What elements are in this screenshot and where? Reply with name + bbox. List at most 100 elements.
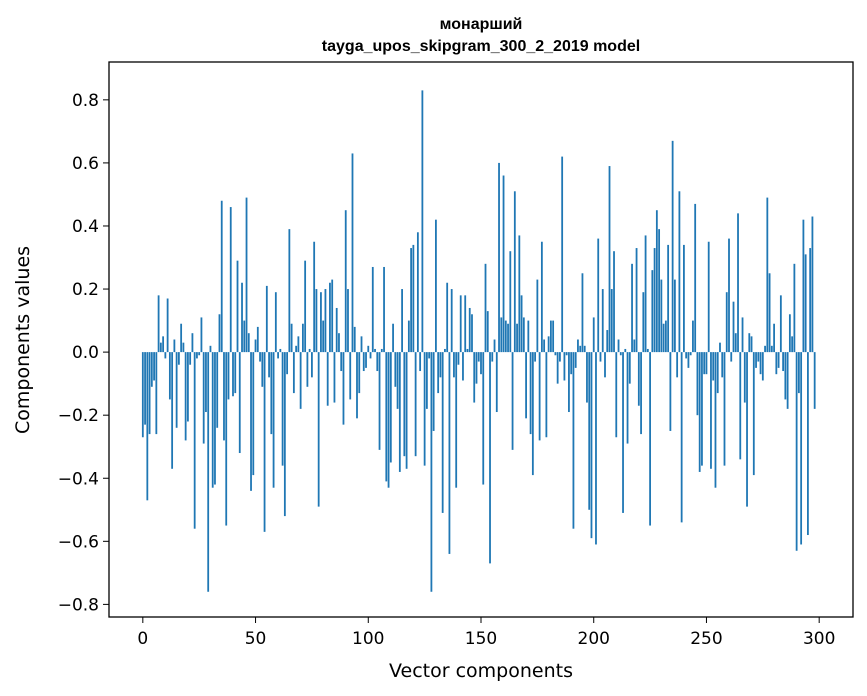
bar-135 xyxy=(446,282,449,353)
bar-284 xyxy=(782,352,785,372)
bar-2 xyxy=(146,352,149,501)
chart-subtitle: tayga_upos_skipgram_300_2_2019 model xyxy=(322,38,640,55)
bar-160 xyxy=(502,175,505,353)
bar-170 xyxy=(525,352,527,419)
bar-5 xyxy=(153,352,155,381)
bar-112 xyxy=(394,352,397,387)
bar-32 xyxy=(214,352,216,485)
bar-270 xyxy=(750,336,753,353)
bar-103 xyxy=(374,348,376,353)
bar-217 xyxy=(631,263,633,353)
bar-287 xyxy=(788,314,791,353)
bar-200 xyxy=(592,317,595,353)
bar-136 xyxy=(448,352,451,554)
bar-274 xyxy=(759,352,762,375)
bar-30 xyxy=(209,345,212,353)
bar-163 xyxy=(509,251,512,353)
bar-122 xyxy=(416,232,419,353)
bar-108 xyxy=(385,352,388,482)
bar-29 xyxy=(207,352,210,592)
y-tick-label: 0.8 xyxy=(72,91,99,111)
bar-285 xyxy=(784,352,787,400)
y-tick-label: 0.2 xyxy=(72,280,99,300)
bar-239 xyxy=(680,352,683,523)
bar-148 xyxy=(475,352,478,384)
x-tick-label: 300 xyxy=(803,629,835,649)
bar-225 xyxy=(649,352,651,526)
bar-292 xyxy=(800,352,803,545)
bar-144 xyxy=(466,348,469,353)
bar-38 xyxy=(227,352,230,400)
bar-145 xyxy=(468,307,471,353)
bar-21 xyxy=(189,352,192,365)
bar-6 xyxy=(155,352,158,435)
bar-65 xyxy=(288,229,291,353)
bar-63 xyxy=(283,352,286,517)
bar-293 xyxy=(802,219,805,353)
bar-141 xyxy=(459,295,462,353)
bar-194 xyxy=(579,345,582,353)
bar-128 xyxy=(430,352,433,592)
bar-33 xyxy=(216,352,219,428)
bar-190 xyxy=(570,352,573,375)
bar-277 xyxy=(766,197,769,353)
bar-96 xyxy=(358,352,361,394)
y-tick-label: 0.4 xyxy=(72,217,99,237)
bar-206 xyxy=(606,330,609,353)
bar-98 xyxy=(362,352,365,372)
bar-107 xyxy=(383,266,385,353)
bar-245 xyxy=(694,203,697,353)
bar-177 xyxy=(540,241,543,353)
bar-83 xyxy=(329,282,331,353)
bar-224 xyxy=(646,348,649,353)
bar-175 xyxy=(536,279,539,353)
bar-221 xyxy=(640,352,642,435)
bar-123 xyxy=(419,352,422,372)
bar-140 xyxy=(457,352,460,365)
bar-15 xyxy=(175,352,178,428)
x-tick-label: 100 xyxy=(352,629,384,649)
bar-45 xyxy=(243,320,246,353)
bar-249 xyxy=(703,352,706,375)
bar-280 xyxy=(773,323,775,353)
bar-99 xyxy=(365,352,367,368)
bar-261 xyxy=(730,352,733,362)
bar-282 xyxy=(777,352,780,368)
bar-152 xyxy=(484,263,487,353)
bar-14 xyxy=(173,339,176,353)
bar-26 xyxy=(200,317,203,353)
bar-73 xyxy=(306,352,309,387)
bar-85 xyxy=(333,352,336,403)
bar-207 xyxy=(608,166,611,353)
bar-179 xyxy=(545,352,548,438)
bar-218 xyxy=(633,339,636,353)
bar-156 xyxy=(493,339,496,353)
bar-250 xyxy=(705,352,708,375)
bar-208 xyxy=(610,289,613,353)
bar-88 xyxy=(340,352,343,372)
bar-9 xyxy=(162,336,165,353)
bar-176 xyxy=(538,352,541,441)
bar-20 xyxy=(187,352,189,422)
bar-4 xyxy=(150,352,153,387)
bar-202 xyxy=(597,238,600,353)
bar-43 xyxy=(238,352,241,454)
bar-196 xyxy=(583,345,586,353)
bar-143 xyxy=(464,295,467,353)
bar-167 xyxy=(518,235,521,353)
bar-90 xyxy=(344,210,347,353)
bar-51 xyxy=(256,326,259,353)
bar-3 xyxy=(148,352,151,435)
bar-115 xyxy=(401,289,403,353)
bar-105 xyxy=(378,352,381,450)
bar-232 xyxy=(664,320,667,353)
plot-frame xyxy=(108,61,854,618)
y-tick-label: −0.2 xyxy=(58,406,99,426)
bar-258 xyxy=(723,352,726,466)
bar-78 xyxy=(317,352,320,507)
bar-296 xyxy=(809,248,812,353)
bar-10 xyxy=(164,352,167,359)
bar-23 xyxy=(193,352,196,529)
bar-138 xyxy=(453,352,455,378)
bar-219 xyxy=(635,248,638,353)
